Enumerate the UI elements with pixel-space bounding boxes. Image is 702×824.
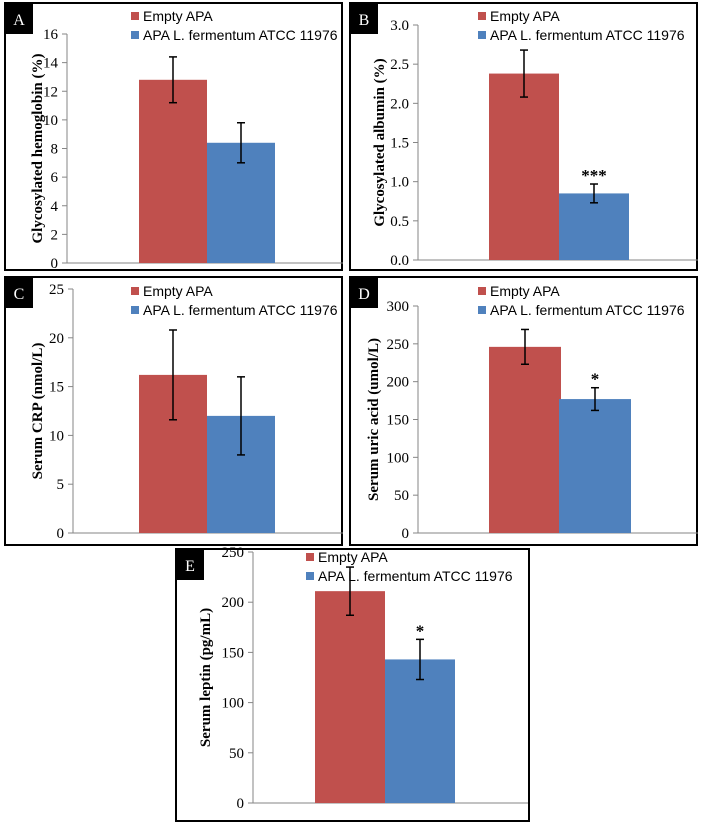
panel-letter: A <box>13 12 25 29</box>
y-tick-label: 100 <box>387 450 410 466</box>
panel-letter: C <box>14 286 25 303</box>
y-tick-label: 0 <box>57 526 65 542</box>
legend-swatch <box>478 12 486 20</box>
panel-letter-badge <box>350 3 378 34</box>
legend-swatch <box>131 287 139 295</box>
y-tick-label: 250 <box>222 545 245 561</box>
y-tick-label: 50 <box>229 746 244 762</box>
y-tick-label: 25 <box>49 282 64 298</box>
panel-d: D 0 50 100 150 200 250 300 Serum uric acid (umol… <box>349 276 698 546</box>
significance-marker: * <box>416 621 425 640</box>
y-tick-label: 5 <box>57 477 65 493</box>
y-tick-label: 100 <box>222 696 245 712</box>
y-tick-label: 0.0 <box>390 253 409 269</box>
y-tick-label: 0 <box>237 796 245 812</box>
legend-swatch <box>478 31 486 39</box>
y-tick-label: 14 <box>43 56 59 72</box>
y-axis-title: Serum uric acid (umol/L) <box>366 338 382 501</box>
legend-entry: Empty APA <box>143 8 213 24</box>
panel-letter-badge <box>5 277 33 308</box>
bar-apa-l-fermentum <box>385 659 455 803</box>
legend-entry: APA L. fermentum ATCC 11976 <box>143 27 338 43</box>
panel-frame <box>175 548 530 822</box>
legend-entry: APA L. fermentum ATCC 11976 <box>490 302 685 318</box>
y-tick-label: 2 <box>51 227 59 243</box>
bar-empty-apa <box>315 591 385 803</box>
y-tick-label: 6 <box>51 170 59 186</box>
legend-entry: APA L. fermentum ATCC 11976 <box>490 27 685 43</box>
legend-swatch <box>306 572 314 580</box>
y-axis-title: Serum leptin (pg/mL) <box>198 608 214 747</box>
y-tick-label: 150 <box>222 645 245 661</box>
y-tick-label: 150 <box>387 413 410 429</box>
legend-swatch <box>131 31 139 39</box>
legend-entry: Empty APA <box>490 8 560 24</box>
legend-swatch <box>131 306 139 314</box>
y-tick-label: 1.0 <box>390 175 409 191</box>
y-tick-label: 200 <box>387 375 410 391</box>
y-tick-label: 3.0 <box>390 18 409 34</box>
panel-c: C 0 5 10 15 20 25 Serum CRP (nmol/L) Empty APA AP… <box>4 276 343 546</box>
y-tick-label: 8 <box>51 142 59 158</box>
legend-swatch <box>131 12 139 20</box>
y-tick-label: 16 <box>43 27 59 43</box>
legend-entry: Empty APA <box>318 549 388 565</box>
significance-marker: *** <box>581 166 607 185</box>
significance-marker: * <box>591 370 600 389</box>
y-tick-label: 2.5 <box>390 57 409 73</box>
panel-letter: E <box>185 558 195 575</box>
y-tick-label: 10 <box>43 113 58 129</box>
panel-frame <box>349 2 698 271</box>
y-tick-label: 12 <box>43 84 58 100</box>
y-tick-label: 20 <box>49 331 64 347</box>
y-tick-label: 4 <box>51 199 59 215</box>
y-tick-label: 200 <box>222 595 245 611</box>
bar-empty-apa <box>489 346 561 533</box>
legend-swatch <box>306 553 314 561</box>
panel-letter-badge <box>350 277 378 308</box>
panel-frame <box>4 2 343 271</box>
panel-letter-badge <box>176 549 204 580</box>
legend-entry: Empty APA <box>490 283 560 299</box>
y-axis-title: Serum CRP (nmol/L) <box>30 343 46 480</box>
y-tick-label: 10 <box>49 428 64 444</box>
panel-b: B 0.0 0.5 1.0 1.5 2.0 2.5 3.0 Glycosylated album… <box>349 2 698 271</box>
bar-apa-l-fermentum <box>559 193 629 260</box>
legend-entry: APA L. fermentum ATCC 11976 <box>143 302 338 318</box>
y-tick-label: 0 <box>402 526 410 542</box>
panel-e: E 0 50 100 150 200 250 Serum leptin (pg/mL) * Emp… <box>175 545 530 822</box>
y-axis-title: Glycosylated albumin (%) <box>372 58 388 226</box>
bar-empty-apa <box>489 73 559 260</box>
legend-swatch <box>478 306 486 314</box>
panel-frame <box>4 276 343 546</box>
panel-a: A 0 2 4 6 8 10 12 14 16 Glycosylated hemoglobin (%… <box>4 2 343 272</box>
y-tick-label: 50 <box>394 488 409 504</box>
panel-letter-badge <box>5 3 33 34</box>
legend-entry: APA L. fermentum ATCC 11976 <box>318 568 513 584</box>
bar-apa-l-fermentum <box>559 399 631 533</box>
y-tick-label: 1.5 <box>390 136 409 152</box>
y-tick-label: 15 <box>49 380 64 396</box>
y-tick-label: 2.0 <box>390 96 409 112</box>
panel-letter: B <box>359 12 370 29</box>
y-axis-title: Glycosylated hemoglobin (%) <box>30 53 46 243</box>
y-tick-label: 250 <box>387 337 410 353</box>
y-tick-label: 0 <box>51 256 59 272</box>
y-tick-label: 300 <box>387 299 410 315</box>
legend-entry: Empty APA <box>143 283 213 299</box>
legend-swatch <box>478 287 486 295</box>
panel-letter: D <box>358 286 370 303</box>
y-tick-label: 0.5 <box>390 214 409 230</box>
bar-empty-apa <box>139 79 207 263</box>
panel-frame <box>349 276 698 546</box>
